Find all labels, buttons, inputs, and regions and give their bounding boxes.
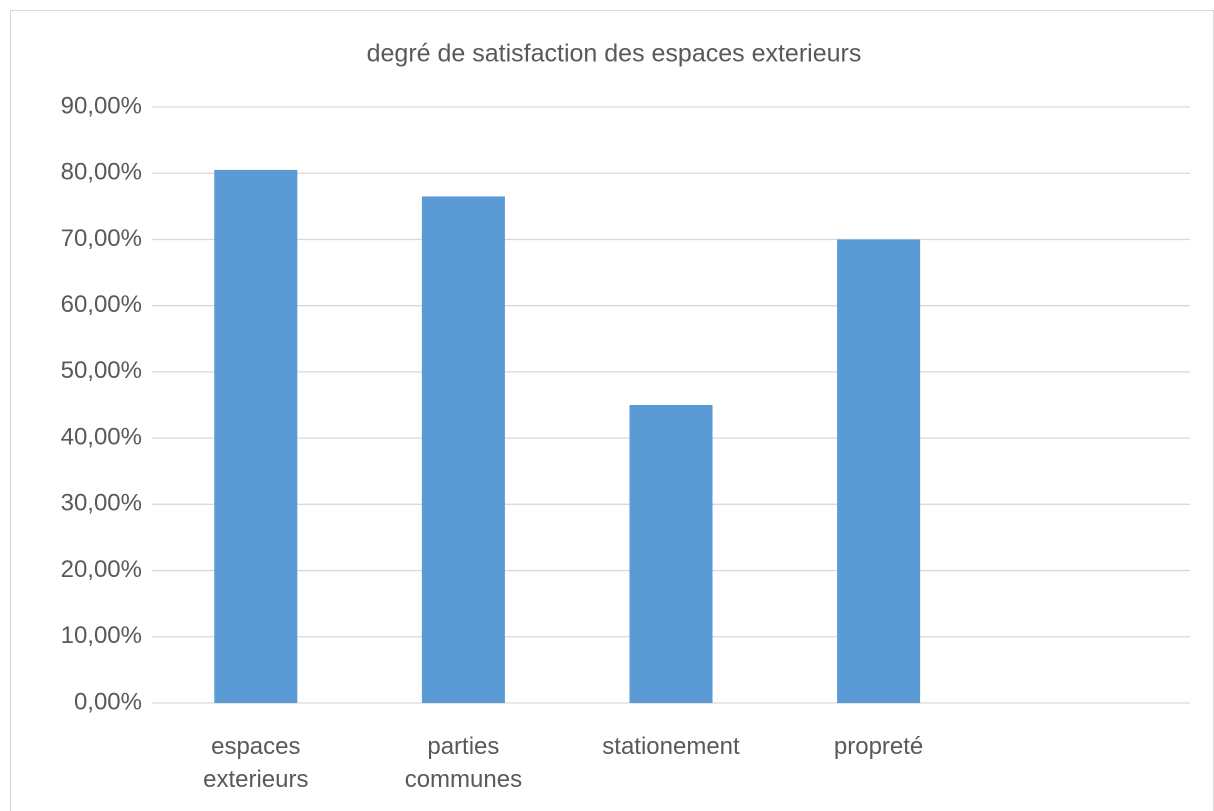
x-tick-label: espaces exterieurs: [203, 733, 309, 793]
chart-border: [10, 10, 1214, 811]
x-tick-label: stationement: [602, 733, 740, 760]
bar: [214, 169, 298, 703]
y-tick-label: 50,00%: [61, 357, 142, 384]
bar: [837, 239, 921, 703]
y-tick-label: 20,00%: [61, 556, 142, 583]
chart-title: degré de satisfaction des espaces exteri…: [367, 40, 862, 68]
y-tick-label: 30,00%: [61, 490, 142, 517]
bar: [421, 196, 505, 703]
y-tick-label: 10,00%: [61, 622, 142, 649]
y-tick-label: 60,00%: [61, 291, 142, 318]
bar: [629, 405, 713, 703]
x-tick-label: propreté: [833, 733, 924, 760]
y-tick-label: 70,00%: [61, 225, 142, 252]
y-tick-label: 0,00%: [74, 688, 142, 715]
y-tick-label: 80,00%: [61, 159, 142, 186]
y-tick-label: 90,00%: [61, 92, 142, 119]
x-tick-label: parties communes: [404, 733, 523, 793]
y-tick-label: 40,00%: [61, 423, 142, 450]
